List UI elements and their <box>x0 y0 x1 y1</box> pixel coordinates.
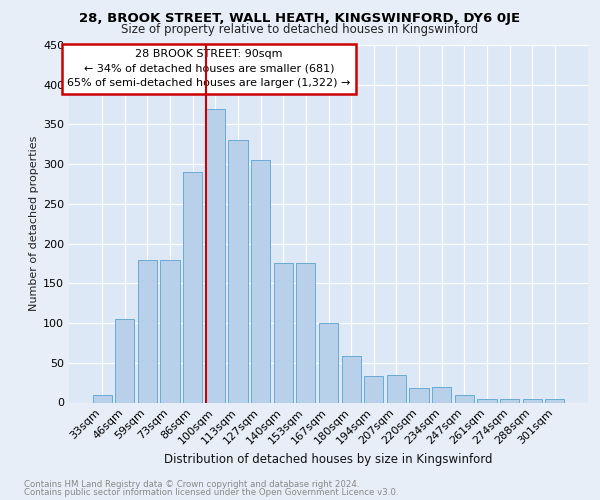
Bar <box>251 160 270 402</box>
Bar <box>229 140 248 402</box>
Bar <box>183 172 202 402</box>
Bar <box>364 376 383 402</box>
Bar <box>455 394 474 402</box>
Text: Contains public sector information licensed under the Open Government Licence v3: Contains public sector information licen… <box>24 488 398 497</box>
Bar <box>319 323 338 402</box>
Y-axis label: Number of detached properties: Number of detached properties <box>29 136 39 312</box>
Text: Contains HM Land Registry data © Crown copyright and database right 2024.: Contains HM Land Registry data © Crown c… <box>24 480 359 489</box>
Bar <box>500 398 519 402</box>
Bar <box>160 260 180 402</box>
Text: 28, BROOK STREET, WALL HEATH, KINGSWINFORD, DY6 0JE: 28, BROOK STREET, WALL HEATH, KINGSWINFO… <box>79 12 521 25</box>
Bar <box>115 319 134 402</box>
Bar <box>477 398 497 402</box>
Bar <box>206 108 225 403</box>
Bar <box>409 388 428 402</box>
Bar <box>387 374 406 402</box>
Bar <box>274 264 293 402</box>
Bar <box>138 260 157 402</box>
Bar <box>545 398 565 402</box>
Bar <box>341 356 361 403</box>
Bar <box>296 264 316 402</box>
Bar <box>523 398 542 402</box>
Text: Size of property relative to detached houses in Kingswinford: Size of property relative to detached ho… <box>121 23 479 36</box>
Bar <box>432 386 451 402</box>
Text: 28 BROOK STREET: 90sqm
← 34% of detached houses are smaller (681)
65% of semi-de: 28 BROOK STREET: 90sqm ← 34% of detached… <box>67 50 351 88</box>
Bar <box>92 394 112 402</box>
X-axis label: Distribution of detached houses by size in Kingswinford: Distribution of detached houses by size … <box>164 454 493 466</box>
